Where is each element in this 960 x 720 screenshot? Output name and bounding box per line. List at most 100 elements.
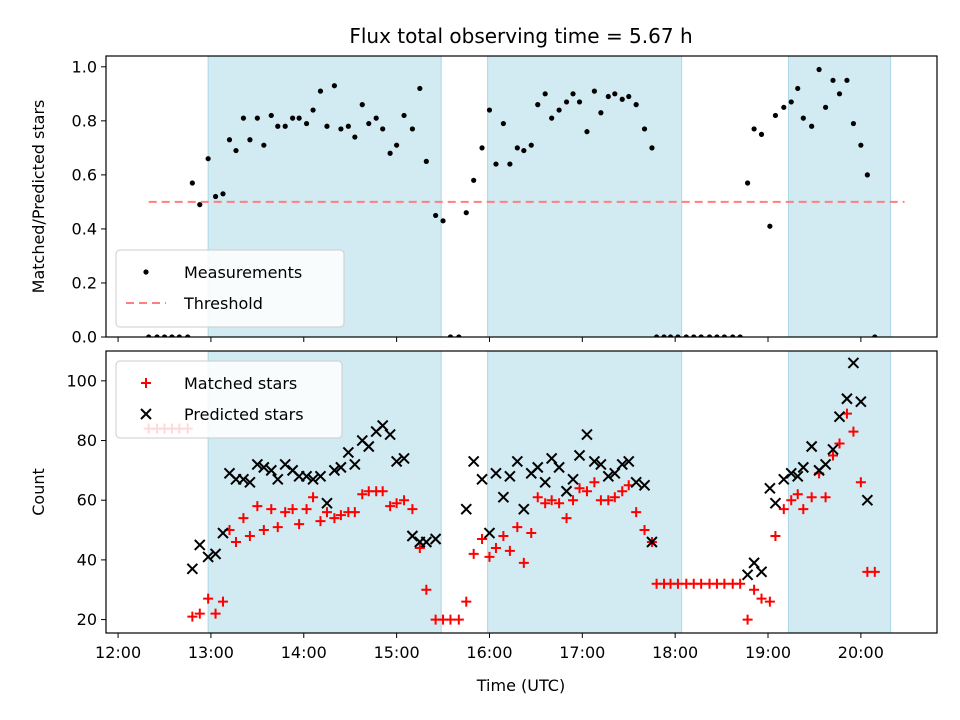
data-point [331,83,338,89]
data-point [633,102,639,108]
data-point [841,393,853,405]
data-point [861,494,874,506]
data-point [545,452,558,465]
data-point [321,507,332,518]
data-point [377,486,388,497]
y-tick-label: 0.0 [72,328,97,347]
legend-swatch [141,378,151,388]
data-point [251,458,264,471]
data-point [363,440,375,453]
x-tick-label: 17:00 [559,643,605,662]
y-tick-label: 0.8 [72,111,97,130]
data-point [399,495,410,506]
legend-box [115,360,343,439]
data-point [230,536,241,547]
data-point [528,142,534,148]
data-point [735,578,746,589]
x-tick-label: 19:00 [745,643,791,662]
data-point [574,483,585,494]
data-point [497,491,510,503]
data-point [698,334,704,337]
data-point [272,473,284,486]
data-point [730,334,736,337]
data-point [477,534,488,544]
y-tick-label: 60 [77,491,97,510]
data-point [268,112,274,119]
data-point [328,464,341,477]
data-point [476,473,488,486]
legend-label: Predicted stars [184,405,304,424]
data-point [490,467,502,480]
data-point [279,458,291,471]
data-point [185,334,191,337]
data-point [287,504,298,515]
data-point [785,467,797,480]
data-point [324,123,330,129]
plot-marks [143,357,880,625]
data-point [202,551,214,563]
data-point [653,334,660,337]
data-point [514,145,520,151]
legend-swatch [143,269,149,275]
data-point [833,410,846,423]
data-point [836,91,843,97]
data-point [294,519,305,530]
y-tick-label: 0.6 [72,165,97,184]
legend-swatch [140,408,152,420]
data-point [238,513,249,524]
data-point [349,507,360,518]
data-point [822,104,829,110]
data-point [770,531,781,542]
data-point [440,218,446,224]
data-point [588,455,601,468]
series-predicted-stars [186,357,874,581]
data-point [421,584,432,595]
data-point [721,334,727,337]
data-point [461,596,472,607]
data-point [855,396,867,408]
data-point [290,115,296,121]
data-point [203,593,214,604]
data-point [518,557,529,568]
data-point [767,223,773,229]
data-point [282,123,288,129]
data-point [303,120,310,127]
data-point [850,120,857,127]
data-point [769,497,782,509]
data-point [781,104,787,110]
data-point [792,470,804,483]
data-point [827,443,839,456]
data-point [189,180,195,186]
legend: Matched stars Predicted stars [115,360,343,439]
data-point [300,470,313,483]
data-point [797,461,810,474]
data-point [869,566,880,577]
data-point [394,142,400,148]
data-point [275,123,281,129]
data-point [169,334,175,337]
data-point [445,614,456,625]
data-point [742,614,753,625]
data-point [696,578,707,589]
data-point [460,503,472,515]
data-point [433,212,439,219]
legend-label: Measurements [184,263,302,282]
data-point [691,334,697,337]
plot-frame [105,55,938,338]
data-point [792,489,803,500]
data-point [329,513,340,524]
data-point [217,527,229,539]
x-tick-label: 15:00 [374,643,420,662]
data-point [540,498,551,509]
data-point [265,464,277,477]
data-point [617,486,628,497]
data-point [855,477,866,488]
data-point [315,516,326,527]
legend-box [115,249,345,328]
data-point [220,191,226,197]
data-point [272,522,283,533]
data-point [453,614,464,625]
data-point [623,455,635,468]
y-tick-label: 80 [77,431,97,450]
data-point [830,77,836,83]
